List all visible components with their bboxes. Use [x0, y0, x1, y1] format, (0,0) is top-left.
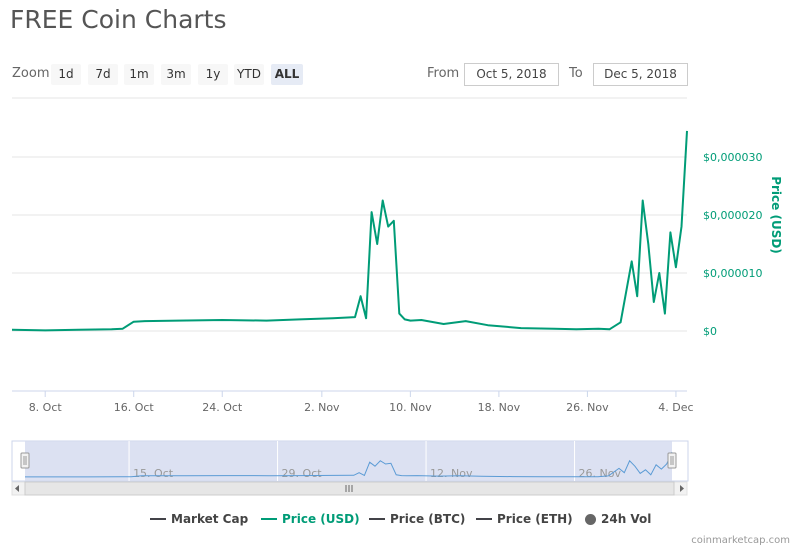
y-tick-label: $0,000030	[703, 151, 763, 164]
price-usd-point[interactable]	[464, 320, 467, 323]
legend-24h-vol-swatch	[585, 513, 596, 525]
price-usd-point[interactable]	[669, 231, 672, 234]
price-usd-point[interactable]	[376, 243, 379, 246]
price-usd-point[interactable]	[132, 320, 135, 323]
price-usd-point[interactable]	[359, 295, 362, 298]
price-usd-point[interactable]	[663, 312, 666, 315]
price-usd-point[interactable]	[265, 319, 268, 322]
zoom-1y-button[interactable]: 1y	[198, 64, 228, 85]
price-usd-point[interactable]	[392, 219, 395, 222]
price-usd-point[interactable]	[619, 321, 622, 324]
legend-price-eth-label: Price (ETH)	[497, 512, 573, 526]
zoom-ytd-button[interactable]: YTD	[234, 64, 264, 85]
legend-price-btc-label: Price (BTC)	[390, 512, 466, 526]
legend-price-btc-swatch	[369, 518, 385, 520]
price-usd-point[interactable]	[221, 318, 224, 321]
y-tick-label: $0,000010	[703, 267, 763, 280]
legend-market-cap-swatch	[150, 518, 166, 520]
zoom-1d-button[interactable]: 1d	[51, 64, 81, 85]
price-usd-point[interactable]	[398, 312, 401, 315]
legend-market-cap[interactable]: Market Cap	[150, 510, 248, 528]
price-usd-point[interactable]	[387, 225, 390, 228]
price-usd-point[interactable]	[409, 319, 412, 322]
y-axis-title: Price (USD)	[769, 176, 783, 254]
y-tick-label: $0,000020	[703, 209, 763, 222]
navigator-right-handle[interactable]	[667, 452, 677, 469]
scroll-right-arrow-icon[interactable]	[680, 485, 684, 492]
navigator-tick-label: 15. Oct	[133, 467, 174, 480]
x-tick-label: 4. Dec	[658, 401, 693, 414]
zoom-3m-button[interactable]: 3m	[161, 64, 191, 85]
price-usd-point[interactable]	[553, 327, 556, 330]
price-usd-point[interactable]	[680, 225, 683, 228]
price-usd-point[interactable]	[420, 318, 423, 321]
legend-price-eth-swatch	[476, 518, 492, 520]
price-usd-point[interactable]	[575, 328, 578, 331]
x-tick-label: 26. Nov	[566, 401, 609, 414]
zoom-7d-button[interactable]: 7d	[88, 64, 118, 85]
price-usd-point[interactable]	[674, 266, 677, 269]
from-label: From	[427, 66, 460, 81]
zoom-label: Zoom	[12, 66, 50, 81]
price-chart[interactable]: $0 $0,000010 $0,000020 $0,000030 Price (USD)…	[0, 0, 800, 505]
legend-market-cap-label: Market Cap	[171, 512, 249, 526]
legend-price-eth[interactable]: Price (ETH)	[476, 510, 573, 528]
price-usd-point[interactable]	[403, 318, 406, 321]
price-usd-point[interactable]	[143, 320, 146, 323]
price-usd-point[interactable]	[486, 324, 489, 327]
legend-price-btc[interactable]: Price (BTC)	[369, 510, 465, 528]
x-tick-label: 2. Nov	[304, 401, 340, 414]
price-usd-point[interactable]	[370, 211, 373, 214]
price-usd-point[interactable]	[354, 316, 357, 319]
legend-price-usd-swatch	[261, 518, 277, 520]
x-tick-label: 10. Nov	[389, 401, 432, 414]
price-usd-point[interactable]	[636, 295, 639, 298]
price-usd-point[interactable]	[298, 318, 301, 321]
from-date-input[interactable]: Oct 5, 2018	[464, 63, 559, 86]
zoom-1m-button[interactable]: 1m	[124, 64, 154, 85]
price-usd-point[interactable]	[11, 328, 14, 331]
price-usd-point[interactable]	[597, 327, 600, 330]
navigator-left-handle[interactable]	[20, 452, 30, 469]
price-usd-point[interactable]	[381, 199, 384, 202]
price-usd-point[interactable]	[110, 328, 113, 331]
price-usd-point[interactable]	[686, 129, 689, 132]
x-tick-label: 18. Nov	[478, 401, 521, 414]
price-usd-point[interactable]	[365, 317, 368, 320]
price-usd-point[interactable]	[176, 319, 179, 322]
zoom-all-button[interactable]: ALL	[271, 64, 303, 85]
navigator-tick-label: 26. Nov	[579, 467, 622, 480]
page-title: FREE Coin Charts	[10, 5, 227, 34]
price-usd-point[interactable]	[641, 199, 644, 202]
legend-price-usd[interactable]: Price (USD)	[261, 510, 360, 528]
x-tick-label: 16. Oct	[114, 401, 155, 414]
source-credit[interactable]: coinmarketcap.com	[691, 535, 790, 546]
legend-24h-vol-label: 24h Vol	[601, 512, 652, 526]
navigator-tick-label: 12. Nov	[430, 467, 473, 480]
legend-price-usd-label: Price (USD)	[282, 512, 360, 526]
x-tick-label: 24. Oct	[202, 401, 243, 414]
price-usd-point[interactable]	[630, 260, 633, 263]
price-usd-point[interactable]	[658, 272, 661, 275]
price-usd-point[interactable]	[442, 323, 445, 326]
price-usd-point[interactable]	[331, 317, 334, 320]
price-usd-point[interactable]	[44, 329, 47, 332]
price-usd-point[interactable]	[608, 328, 611, 331]
price-usd-point[interactable]	[121, 327, 124, 330]
y-tick-label: $0	[703, 325, 717, 338]
navigator-tick-label: 29. Oct	[282, 467, 323, 480]
x-tick-label: 8. Oct	[29, 401, 63, 414]
to-date-input[interactable]: Dec 5, 2018	[593, 63, 688, 86]
to-label: To	[569, 66, 583, 81]
price-usd-series-line[interactable]	[11, 130, 688, 332]
scroll-left-arrow-icon[interactable]	[15, 485, 19, 492]
legend-24h-vol[interactable]: 24h Vol	[585, 510, 651, 528]
navigator-series-line	[25, 451, 673, 478]
price-usd-point[interactable]	[647, 243, 650, 246]
price-usd-point[interactable]	[652, 301, 655, 304]
navigator-selection[interactable]	[25, 441, 672, 481]
price-usd-point[interactable]	[77, 328, 80, 331]
price-usd-point[interactable]	[520, 327, 523, 330]
